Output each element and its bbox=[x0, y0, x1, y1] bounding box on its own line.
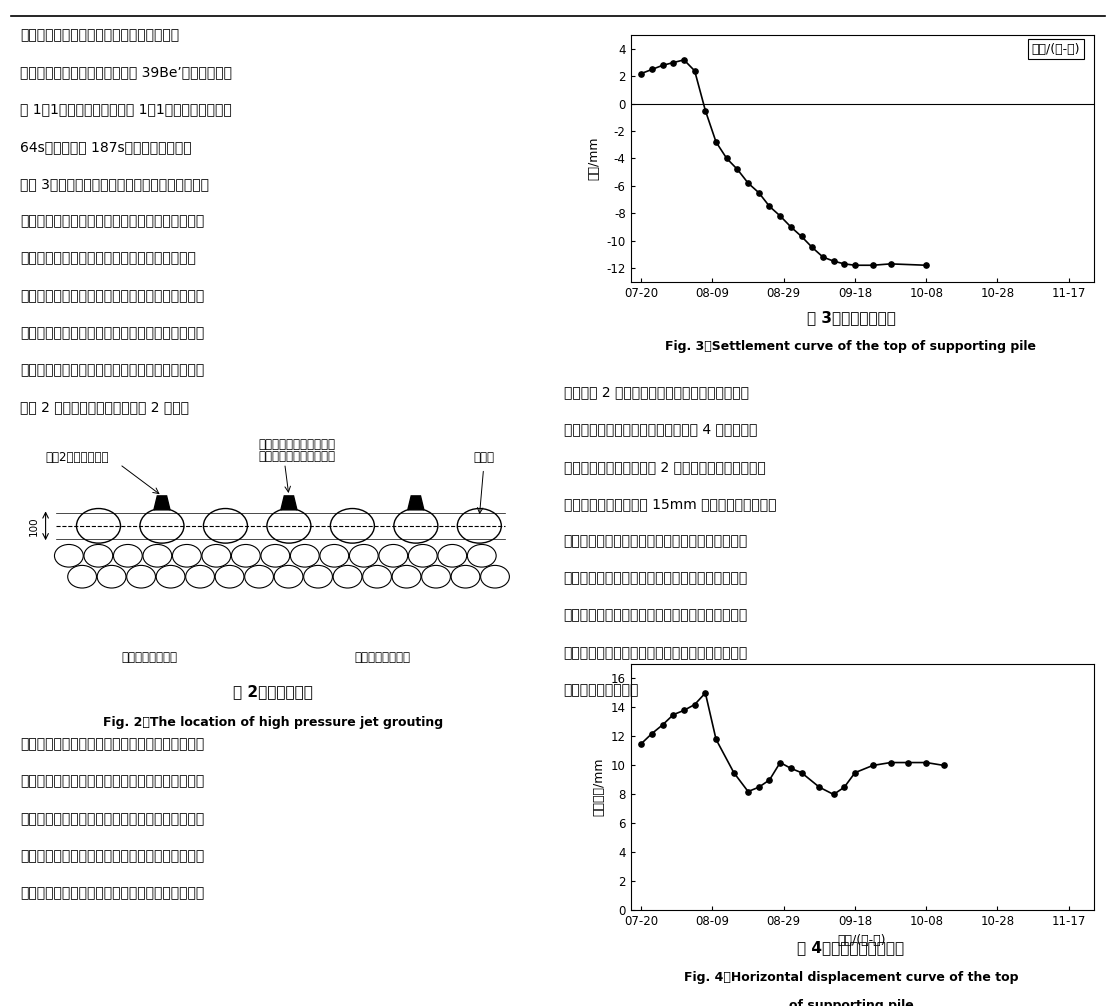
Text: 向基坑外侧位移的趋势；随着基坑漏水点封堵，止: 向基坑外侧位移的趋势；随着基坑漏水点封堵，止 bbox=[564, 571, 748, 585]
Text: 而初凝速度过快易造成堆管，施工不方便。: 而初凝速度过快易造成堆管，施工不方便。 bbox=[20, 28, 180, 42]
Text: 100: 100 bbox=[29, 516, 39, 535]
Text: 位移逐渐趋于稳定。: 位移逐渐趋于稳定。 bbox=[564, 683, 639, 697]
Text: 增设 2 条，旋嘲桦补打位置如图 2 所示。: 增设 2 条，旋嘲桦补打位置如图 2 所示。 bbox=[20, 400, 189, 414]
Text: Fig. 4　Horizontal displacement curve of the top: Fig. 4 Horizontal displacement curve of … bbox=[684, 971, 1018, 984]
Text: 桦顶向基坑内侧发生约 15mm 位移。基坑出现渗漏: 桦顶向基坑内侧发生约 15mm 位移。基坑出现渗漏 bbox=[564, 497, 776, 511]
Text: 水帷幕外侧注浆加固后，桦顶逐渐向基坑内位移。: 水帷幕外侧注浆加固后，桦顶逐渐向基坑内位移。 bbox=[564, 609, 748, 623]
Text: of supporting pile: of supporting pile bbox=[789, 999, 913, 1006]
Text: 双排水泥土搞拌桦: 双排水泥土搞拌桦 bbox=[354, 651, 410, 664]
Text: 从第 2 层土方开挖至封底混凝土垫层施工完: 从第 2 层土方开挖至封底混凝土垫层施工完 bbox=[564, 385, 749, 399]
Text: 引孔时通过坑内桦缝观察钓杆的垂直度，避免发生: 引孔时通过坑内桦缝观察钓杆的垂直度，避免发生 bbox=[20, 812, 204, 826]
Text: 的逐渐加深，止水帷幕开岔和未和合的概率增大，: 的逐渐加深，止水帷幕开岔和未和合的概率增大， bbox=[20, 214, 204, 228]
Text: 增设2根高压旋嘲桦: 增设2根高压旋嘲桦 bbox=[46, 452, 109, 465]
Polygon shape bbox=[407, 496, 424, 510]
Text: 高压旋嘲桦宜在支护桦轴线内侧，且每个支护桦间: 高压旋嘲桦宜在支护桦轴线内侧，且每个支护桦间 bbox=[20, 363, 204, 377]
Text: Fig. 3　Settlement curve of the top of supporting pile: Fig. 3 Settlement curve of the top of su… bbox=[665, 340, 1037, 353]
Text: 发生渗漏，在支护桦间增设高压旋嘲桦进行封堵。: 发生渗漏，在支护桦间增设高压旋嘲桦进行封堵。 bbox=[20, 289, 204, 303]
Text: 水中心线引垂线至冒梁顶来确定旋嘲桦施作位置。: 水中心线引垂线至冒梁顶来确定旋嘲桦施作位置。 bbox=[20, 775, 204, 789]
Polygon shape bbox=[154, 496, 170, 510]
Y-axis label: 水平位移/mm: 水平位移/mm bbox=[593, 758, 605, 817]
Text: 坑底封底混凝土垫层施工完成后，支护桦桦顶水平: 坑底封底混凝土垫层施工完成后，支护桦桦顶水平 bbox=[564, 646, 748, 660]
Text: 图 4　桦顶水平位移曲线: 图 4 桦顶水平位移曲线 bbox=[798, 941, 904, 956]
Text: 钒板与植入膨胀螺活瀓接: 钒板与植入膨胀螺活瀓接 bbox=[259, 451, 336, 464]
Text: 比 1：1，水泥浆与水玻璃比 1：1，浆液初凝时间约: 比 1：1，水泥浆与水玻璃比 1：1，浆液初凝时间约 bbox=[20, 103, 232, 117]
Text: 施工时为防止反压土被高压浆液击穿，应重点关注: 施工时为防止反压土被高压浆液击穿，应重点关注 bbox=[20, 886, 204, 900]
Text: 图 3　桦顶沉降曲线: 图 3 桦顶沉降曲线 bbox=[807, 310, 895, 325]
Text: 钒板封堵，内填快干水泥: 钒板封堵，内填快干水泥 bbox=[259, 438, 336, 451]
Text: 偏斜。由于基坑内土方已开挖或局部开挖，旋嘲桦: 偏斜。由于基坑内土方已开挖或局部开挖，旋嘲桦 bbox=[20, 849, 204, 863]
Text: 原施作高压旋嘲桦: 原施作高压旋嘲桦 bbox=[122, 651, 177, 664]
Text: 图 2　旋嘲桦封堵: 图 2 旋嘲桦封堵 bbox=[233, 684, 314, 699]
Text: 后，由于基坑外侧土体局部被掘空，支护桦桦顶有: 后，由于基坑外侧土体局部被掘空，支护桦桦顶有 bbox=[564, 534, 748, 548]
Text: 日期/(月-日): 日期/(月-日) bbox=[1031, 42, 1080, 55]
Y-axis label: 沉降/mm: 沉降/mm bbox=[588, 137, 600, 180]
X-axis label: 日期/(月-日): 日期/(月-日) bbox=[838, 934, 886, 947]
Text: 支护桦: 支护桦 bbox=[473, 452, 494, 465]
Text: 64s，终凝时间 187s，封堵效果良好。: 64s，终凝时间 187s，封堵效果良好。 bbox=[20, 140, 192, 154]
Text: 中曲线可以看出，基坑第 2 层土方开挖完成，支护桦: 中曲线可以看出，基坑第 2 层土方开挖完成，支护桦 bbox=[564, 460, 766, 474]
Text: 成，支护桦桦顶水平位移的变化如图 4 所示。从图: 成，支护桦桦顶水平位移的变化如图 4 所示。从图 bbox=[564, 423, 757, 437]
Text: 高压旋嘲桦施工应在冒梁上引孔，预先通过漏: 高压旋嘲桦施工应在冒梁上引孔，预先通过漏 bbox=[20, 737, 204, 751]
Text: Fig. 2　The location of high pressure jet grouting: Fig. 2 The location of high pressure jet… bbox=[104, 716, 443, 729]
Text: 3）桦间增设高压旋嘲桦　随着基坑开挖深度: 3）桦间增设高压旋嘲桦 随着基坑开挖深度 bbox=[20, 177, 209, 191]
Polygon shape bbox=[281, 496, 297, 510]
Text: 由于原施工的高压旋嘲桦已形成地下障碍，增设的: 由于原施工的高压旋嘲桦已形成地下障碍，增设的 bbox=[20, 326, 204, 340]
Text: 根据研究成果和经验，采用 39Be’水玻璃，水灰: 根据研究成果和经验，采用 39Be’水玻璃，水灰 bbox=[20, 65, 232, 79]
Text: 基坑渗漏的风险更大。为确保基坑深层开挖时不: 基坑渗漏的风险更大。为确保基坑深层开挖时不 bbox=[20, 252, 196, 266]
